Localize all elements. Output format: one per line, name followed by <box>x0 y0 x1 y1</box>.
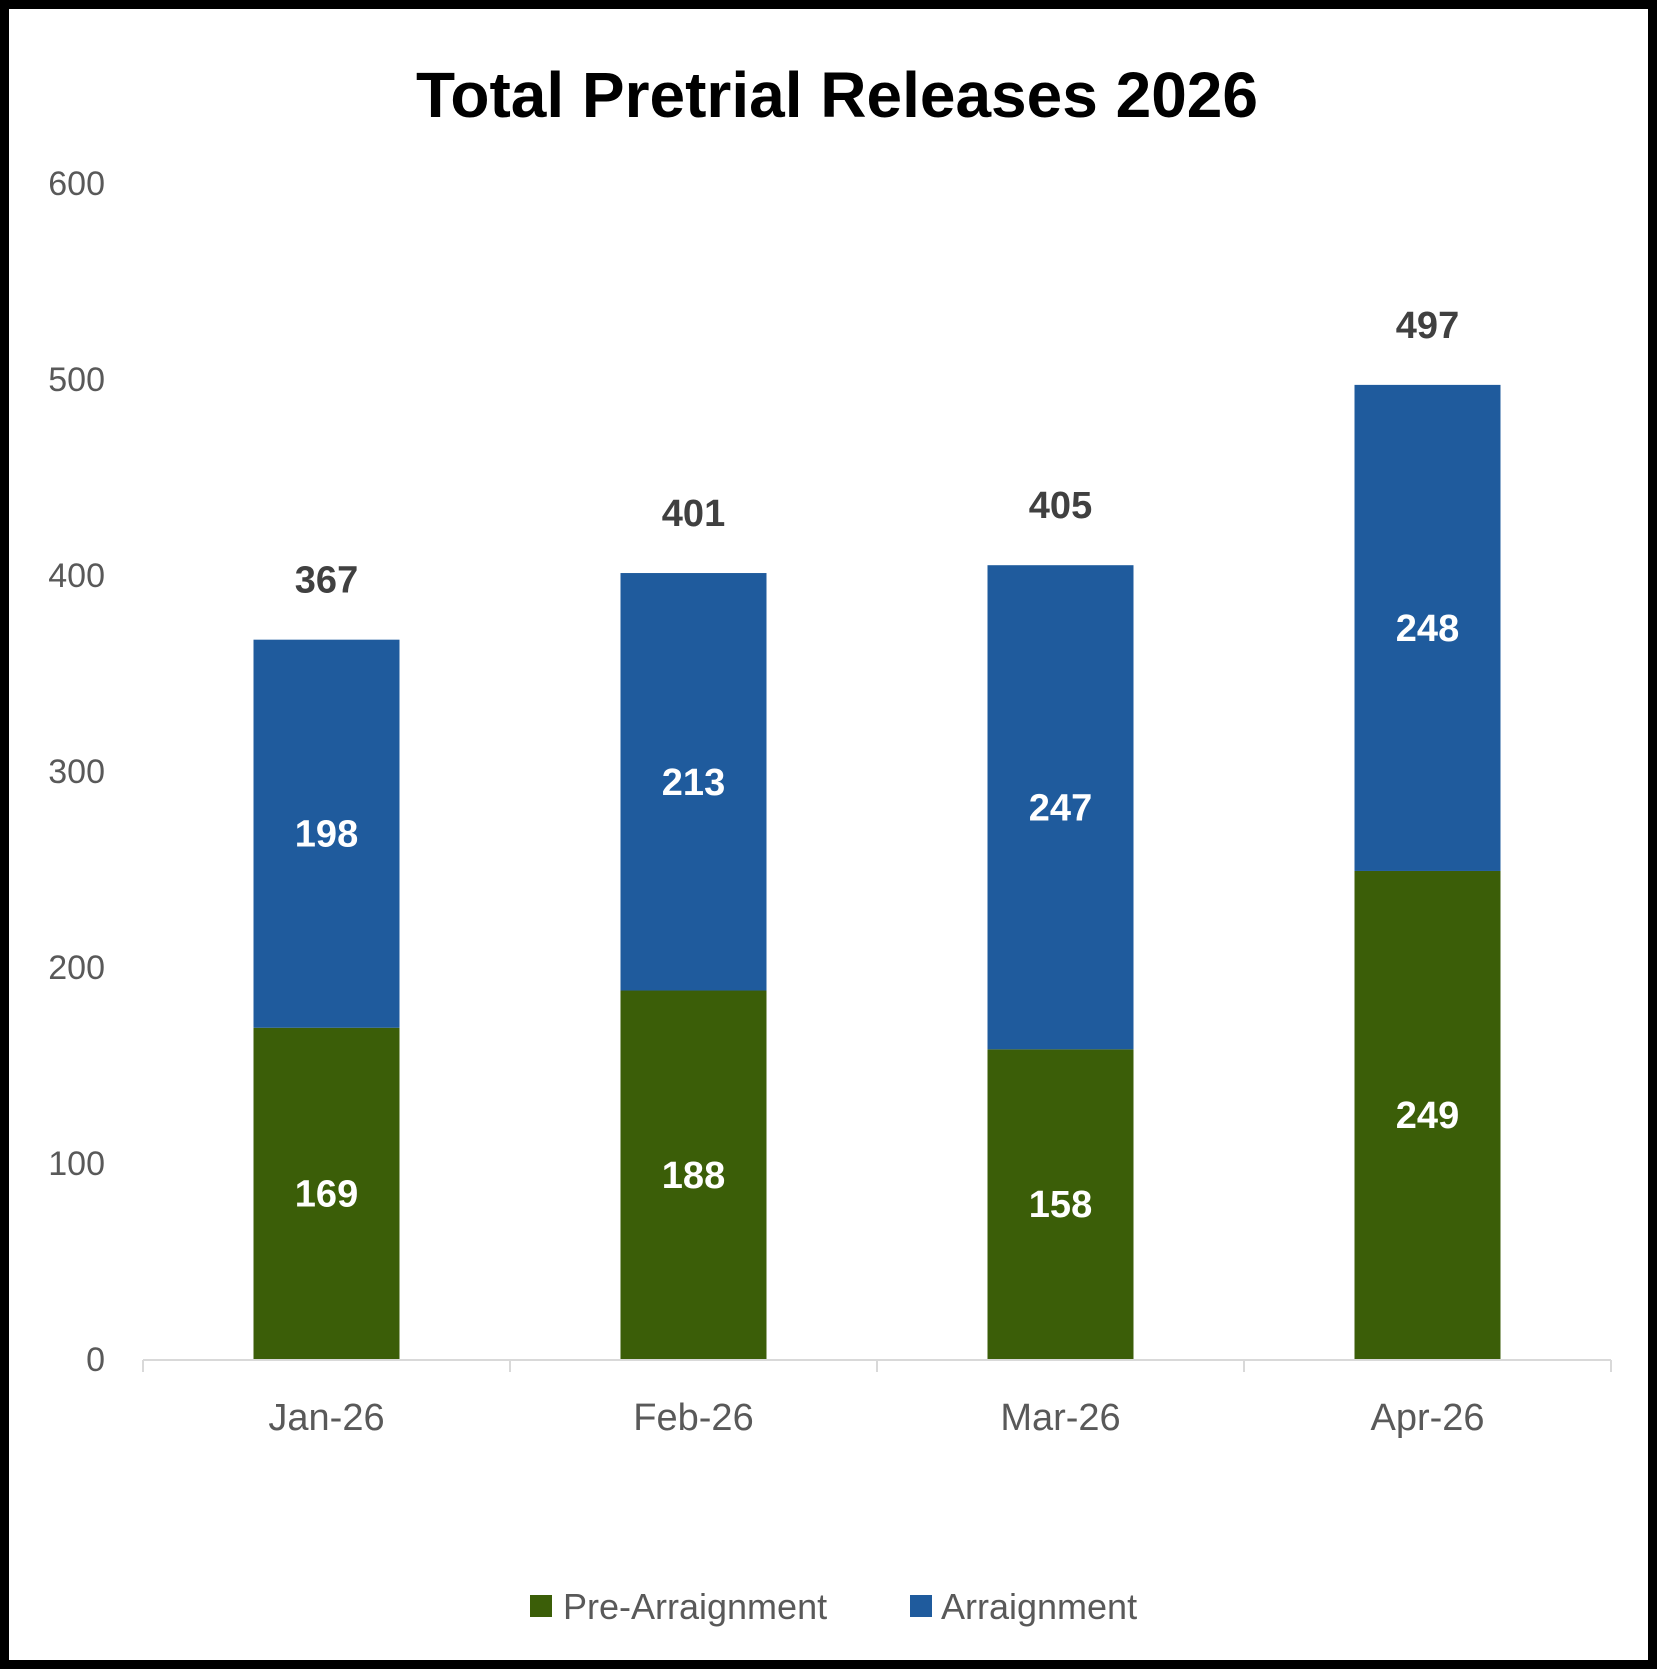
bar-segment <box>253 639 400 1028</box>
y-tick-label: 600 <box>48 165 105 203</box>
legend-swatch <box>910 1595 932 1617</box>
bar-segment <box>987 1049 1134 1359</box>
bar-segment <box>253 1027 400 1359</box>
y-tick-label: 0 <box>86 1341 105 1379</box>
segment-data-label: 158 <box>1029 1184 1092 1226</box>
segment-data-label: 169 <box>295 1173 358 1215</box>
x-tick-label: Feb-26 <box>633 1397 753 1439</box>
y-axis-ticks: 0 100 200 300 400 500 600 <box>48 165 105 1379</box>
segment-data-label: 213 <box>662 762 725 804</box>
legend-swatch <box>530 1595 552 1617</box>
segment-data-label: 198 <box>295 814 358 856</box>
legend: Pre-Arraignment Arraignment <box>530 1586 1137 1627</box>
segment-data-label: 247 <box>1029 787 1092 829</box>
bar-segment <box>1354 384 1501 871</box>
x-tick-label: Jan-26 <box>268 1397 384 1439</box>
segment-data-label: 248 <box>1396 608 1459 650</box>
legend-label: Arraignment <box>941 1586 1137 1627</box>
x-tick-label: Mar-26 <box>1000 1397 1120 1439</box>
y-tick-label: 400 <box>48 557 105 595</box>
total-data-label: 405 <box>1029 485 1092 527</box>
x-tick-label: Apr-26 <box>1370 1397 1484 1439</box>
bar-segment <box>1354 870 1501 1359</box>
total-data-label: 401 <box>662 493 725 535</box>
x-axis: Jan-26 Feb-26 Mar-26 Apr-26 <box>142 1359 1612 1439</box>
bars-group: 169 198 367 188 213 401 158 247 405 249 248 497 <box>253 305 1501 1359</box>
y-tick-label: 100 <box>48 1145 105 1183</box>
total-data-label: 497 <box>1396 305 1459 347</box>
y-tick-label: 200 <box>48 949 105 987</box>
segment-data-label: 188 <box>662 1155 725 1197</box>
stacked-bar-chart: Total Pretrial Releases 2026 0 100 200 300 4… <box>48 59 1612 1627</box>
total-data-label: 367 <box>295 560 358 602</box>
bar-segment <box>620 990 767 1359</box>
chart-title: Total Pretrial Releases 2026 <box>416 59 1258 131</box>
segment-data-label: 249 <box>1396 1095 1459 1137</box>
legend-label: Pre-Arraignment <box>563 1586 827 1627</box>
bar-segment <box>620 573 767 991</box>
y-tick-label: 300 <box>48 753 105 791</box>
bar-segment <box>987 565 1134 1050</box>
y-tick-label: 500 <box>48 361 105 399</box>
